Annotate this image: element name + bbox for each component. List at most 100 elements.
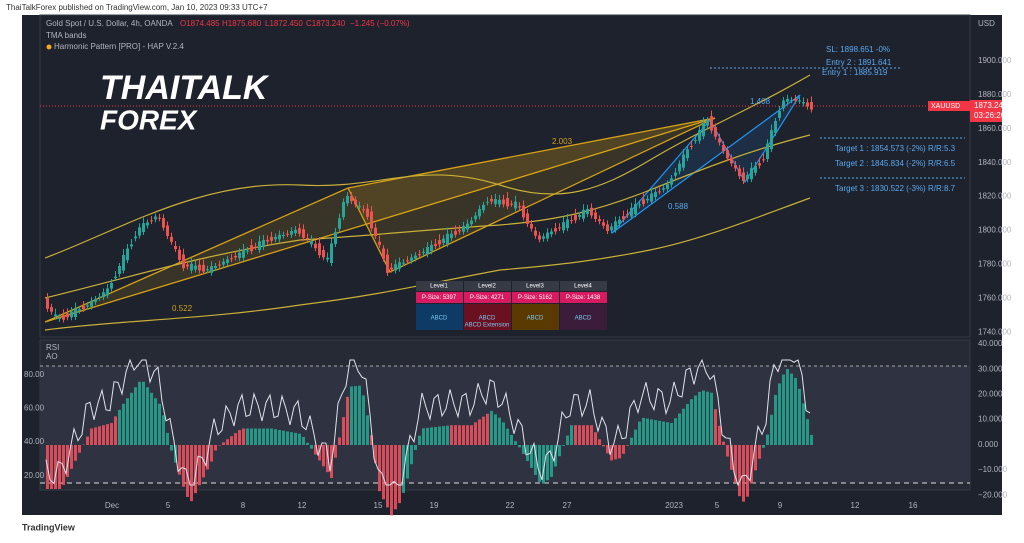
ao-bar (566, 436, 569, 445)
candle-body (738, 169, 741, 177)
symbol-tag-text: XAUUSD (931, 103, 960, 110)
candle-body (230, 258, 233, 259)
logo: THAITALK (100, 69, 270, 107)
ao-bar (478, 419, 481, 445)
ao-bar (614, 445, 617, 459)
ao-bar (282, 431, 285, 445)
candle-body (178, 250, 181, 260)
candle-body (526, 213, 529, 223)
price-label: 1820.000 (978, 192, 1012, 201)
ao-bar (270, 429, 273, 446)
ao-bar (462, 425, 465, 445)
candle-body (618, 220, 621, 224)
publisher: ThaiTalkForex published on TradingView.c… (6, 3, 268, 12)
ao-bar (290, 432, 293, 445)
candle-body (682, 155, 685, 168)
candle-body (342, 202, 345, 217)
candle-body (206, 269, 209, 270)
candle-body (174, 246, 177, 249)
unit: USD (978, 19, 995, 28)
ao-bar (694, 396, 697, 446)
ao-bar (442, 426, 445, 445)
ao-bar (454, 425, 457, 445)
ao-bar (774, 395, 777, 445)
ao-bar (570, 425, 573, 445)
candle-body (698, 130, 701, 141)
ao-bar (422, 428, 425, 445)
ao-bar (298, 434, 301, 445)
candle-body (766, 144, 769, 159)
price-label: 1880.000 (978, 90, 1012, 99)
candle-body (714, 127, 717, 137)
ao-bar (506, 429, 509, 445)
candle-body (166, 226, 169, 236)
ao-bar (598, 439, 601, 445)
candle-body (434, 244, 437, 246)
price-label: 1860.000 (978, 124, 1012, 133)
candle-body (694, 140, 697, 141)
candle-body (266, 240, 269, 242)
ao-bar (398, 445, 401, 503)
candle-body (70, 311, 73, 317)
ao-bar (678, 413, 681, 445)
ao-bar (634, 430, 637, 445)
candle-body (782, 101, 785, 109)
ao-bar (294, 433, 297, 445)
candle-body (606, 224, 609, 231)
candle-body (282, 235, 285, 236)
candle-body (770, 130, 773, 149)
candle-body (630, 208, 633, 217)
ao-bar (190, 445, 193, 501)
candle-body (602, 222, 605, 225)
ao-bar (266, 429, 269, 446)
candle-body (382, 249, 385, 259)
price-label: 1740.000 (978, 327, 1012, 336)
countdown: 03:26:20 (974, 111, 1006, 120)
candle-body (438, 240, 441, 245)
ao-bar (686, 404, 689, 445)
ao-bar (390, 445, 393, 516)
target: Target 2 : 1845.834 (-2%) R/R:6.5 (835, 159, 956, 168)
time-label: 27 (563, 501, 572, 510)
candle-body (270, 237, 273, 241)
candle-body (334, 232, 337, 244)
candle-body (574, 215, 577, 220)
candle-body (310, 241, 313, 244)
ao-bar (170, 445, 173, 451)
candle-body (82, 306, 85, 309)
candle-body (658, 191, 661, 192)
ao-bar (78, 445, 81, 453)
table-size-text: P-Size: 5162 (518, 295, 553, 301)
candle-body (758, 163, 761, 165)
price-label: 1900.000 (978, 56, 1012, 65)
candle-body (118, 266, 121, 274)
ao-bar (586, 425, 589, 445)
candle-body (298, 228, 301, 233)
table-pattern-text: ABCD (479, 316, 496, 322)
ao-bar (794, 378, 797, 445)
ao-bar (582, 425, 585, 445)
candle-body (398, 262, 401, 268)
ao-bar (386, 445, 389, 507)
high: H1875.680 (222, 19, 262, 28)
ao-bar (122, 404, 125, 445)
time-label: 12 (851, 501, 860, 510)
time-label: 22 (506, 501, 515, 510)
candle-body (454, 231, 457, 235)
rsi-label: 40.00 (24, 437, 45, 446)
candle-body (254, 247, 257, 248)
ao-label: 30.000 (978, 364, 1003, 373)
time-label: 9 (778, 501, 783, 510)
candle-body (746, 175, 749, 179)
candle-body (134, 236, 137, 238)
ao-bar (98, 426, 101, 445)
candle-body (98, 297, 101, 298)
ao-bar (438, 427, 441, 445)
ao-bar (806, 419, 809, 445)
candle-body (138, 227, 141, 235)
candle-body (222, 262, 225, 265)
candle-body (482, 205, 485, 210)
candle-body (74, 308, 77, 317)
candle-body (686, 149, 689, 158)
ao-bar (718, 426, 721, 445)
